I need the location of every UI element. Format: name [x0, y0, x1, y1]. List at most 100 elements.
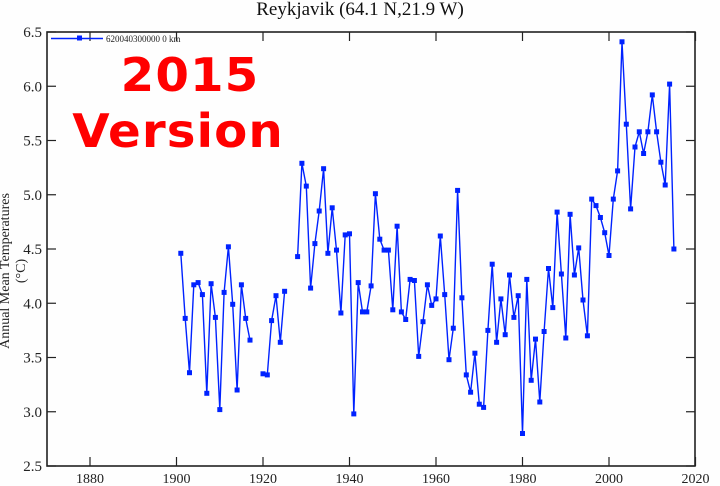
y-tick-label: 2.5 — [23, 459, 42, 475]
data-point-marker — [450, 325, 456, 331]
data-point-marker — [308, 285, 314, 291]
data-point-marker — [273, 293, 279, 299]
data-point-marker — [632, 144, 638, 150]
data-point-marker — [225, 244, 231, 250]
legend: 620040300000 0 km — [51, 34, 181, 44]
data-point-marker — [459, 295, 465, 301]
data-point-marker — [628, 206, 634, 212]
data-point-marker — [182, 315, 188, 321]
data-point-marker — [347, 231, 352, 237]
y-tick-label: 6.5 — [23, 25, 42, 41]
data-point-marker — [260, 371, 266, 377]
data-point-marker — [221, 289, 227, 295]
y-tick-label: 4.0 — [23, 296, 42, 312]
data-point-marker — [212, 314, 218, 320]
data-point-marker — [645, 129, 651, 135]
data-point-marker — [476, 401, 482, 407]
data-point-marker — [394, 223, 400, 229]
data-point-marker — [407, 276, 413, 282]
data-point-marker — [282, 288, 288, 294]
data-point-marker — [411, 278, 417, 283]
data-point-marker — [187, 370, 192, 376]
chart-title: Reykjavik (64.1 N,21.9 W) — [256, 0, 464, 20]
data-point-marker — [649, 92, 655, 98]
data-point-marker — [636, 129, 642, 135]
data-point-marker — [455, 187, 461, 193]
data-point-marker — [191, 282, 197, 288]
data-point-marker — [429, 302, 435, 308]
data-point-marker — [243, 315, 249, 321]
data-point-marker — [606, 253, 612, 258]
data-point-marker — [424, 282, 430, 288]
overlay-year-text: 2015 — [120, 48, 260, 102]
data-point-marker — [615, 168, 621, 174]
y-tick-label: 4.5 — [23, 242, 42, 258]
data-point-marker — [303, 183, 309, 189]
data-point-marker — [485, 327, 491, 333]
data-point-marker — [533, 336, 538, 342]
overlay-version-text: Version — [72, 104, 284, 158]
axes: 1880 1900 1920 1940 1960 1980 2000 2020 2.5 3.0 3.… — [23, 25, 709, 486]
data-point-marker — [299, 160, 305, 166]
y-tick-label: 3.5 — [23, 351, 42, 367]
data-point-marker — [390, 307, 396, 313]
data-point-marker — [325, 250, 331, 256]
data-point-marker — [195, 280, 201, 286]
data-point-marker — [593, 203, 599, 209]
data-point-marker — [316, 208, 322, 214]
legend-marker-icon — [77, 35, 82, 41]
legend-label: 620040300000 0 km — [106, 34, 181, 44]
data-point-marker — [584, 333, 590, 339]
x-tick-label: 1940 — [336, 472, 364, 486]
data-point-marker — [355, 280, 361, 286]
data-point-marker — [567, 211, 573, 217]
data-point-marker — [264, 372, 270, 378]
data-point-marker — [571, 272, 577, 278]
data-point-marker — [420, 319, 426, 325]
data-point-marker — [468, 389, 474, 395]
data-point-marker — [558, 271, 564, 277]
data-point-marker — [641, 151, 647, 156]
data-point-marker — [550, 305, 556, 311]
data-point-marker — [381, 247, 387, 253]
data-point-marker — [334, 247, 339, 253]
data-point-marker — [507, 272, 512, 278]
data-point-marker — [178, 250, 184, 256]
data-point-marker — [610, 196, 616, 202]
data-point-marker — [277, 339, 283, 345]
y-tick-label: 5.5 — [23, 134, 42, 150]
data-point-marker — [398, 309, 404, 315]
data-point-marker — [597, 215, 603, 220]
y-tick-label: 5.0 — [23, 188, 42, 204]
data-point-marker — [238, 282, 244, 288]
data-point-marker — [442, 292, 448, 298]
data-point-marker — [208, 281, 214, 287]
data-point-marker — [511, 314, 517, 320]
data-point-marker — [671, 246, 677, 252]
data-point-marker — [204, 390, 210, 396]
data-point-marker — [247, 337, 253, 343]
data-point-marker — [433, 296, 439, 302]
data-point-marker — [481, 404, 487, 410]
data-point-marker — [385, 247, 391, 253]
data-point-marker — [217, 407, 223, 413]
data-point-marker — [321, 166, 327, 172]
data-point-marker — [498, 296, 504, 302]
x-tick-label: 1920 — [249, 472, 277, 486]
data-point-marker — [554, 209, 560, 215]
data-point-marker — [416, 353, 422, 359]
data-point-marker — [524, 276, 530, 282]
series-line — [180, 246, 251, 410]
data-point-marker — [446, 357, 452, 363]
data-point-marker — [494, 339, 500, 345]
data-point-marker — [502, 332, 508, 338]
data-point-marker — [312, 241, 318, 247]
data-point-marker — [403, 317, 409, 322]
data-point-marker — [437, 233, 443, 239]
data-point-marker — [338, 310, 344, 316]
data-point-marker — [472, 350, 478, 356]
data-point-marker — [541, 329, 547, 334]
data-point-marker — [546, 266, 551, 271]
data-point-marker — [342, 232, 348, 238]
